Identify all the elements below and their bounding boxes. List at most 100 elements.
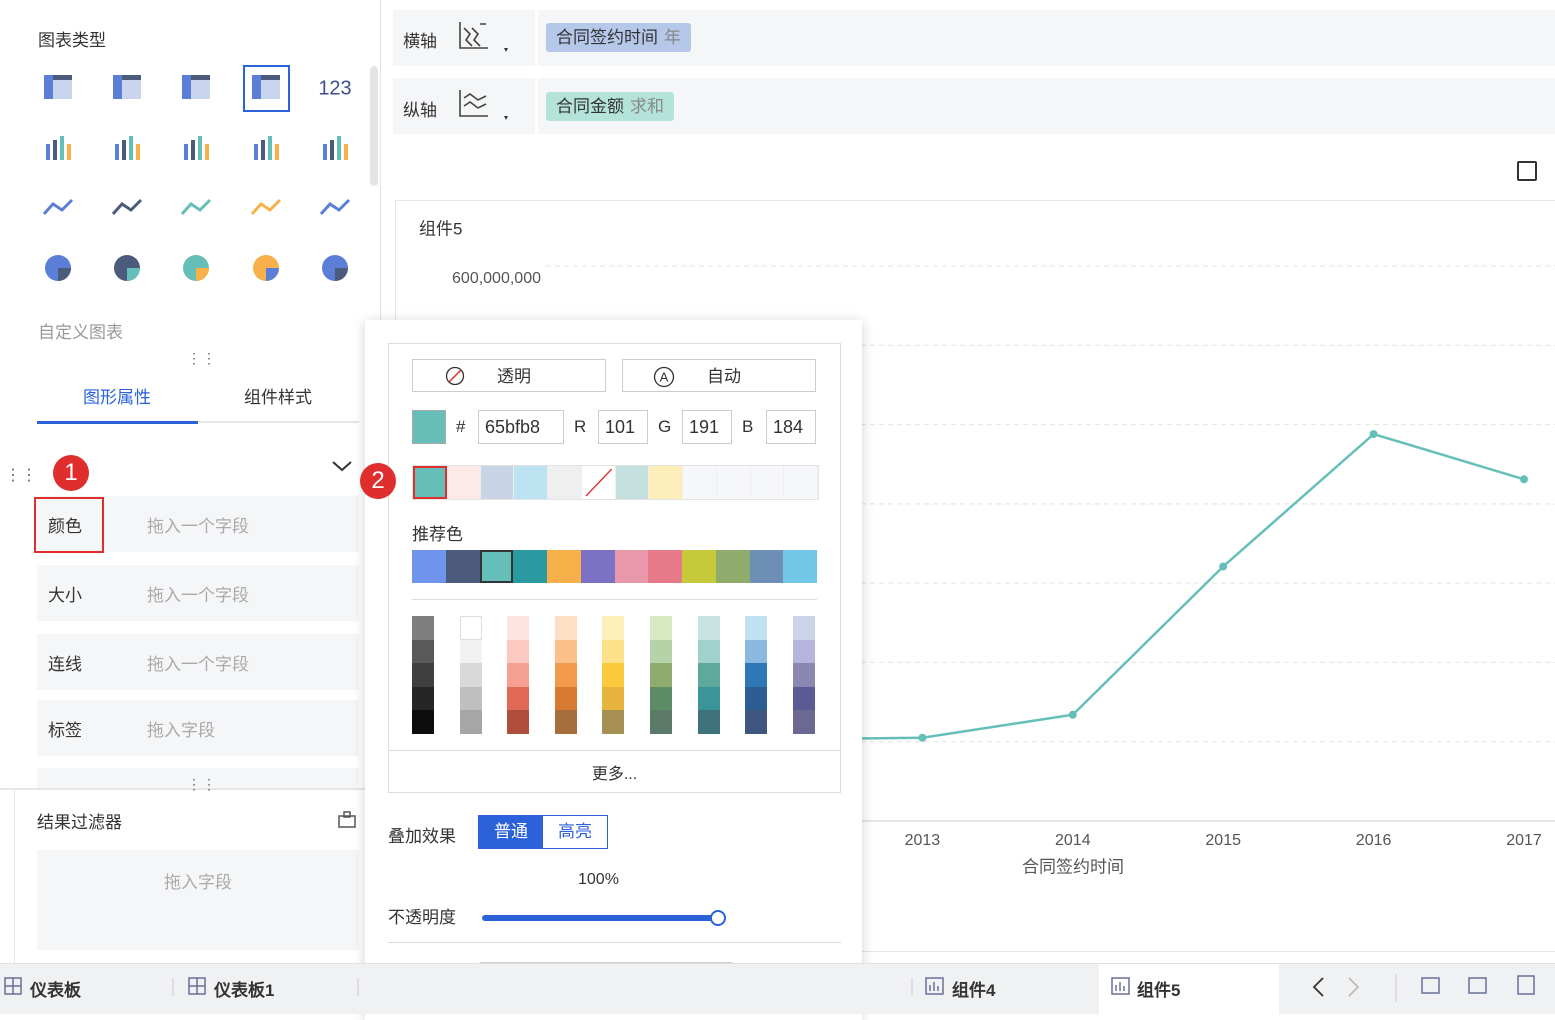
color-swatch[interactable] xyxy=(412,639,434,664)
color-swatch[interactable] xyxy=(412,663,434,687)
tab[interactable]: 组件5 xyxy=(1137,981,1181,1000)
color-swatch[interactable] xyxy=(459,639,482,664)
color-swatch[interactable] xyxy=(749,550,784,583)
tab-active[interactable]: 图形属性 xyxy=(83,388,151,407)
color-swatch[interactable] xyxy=(547,550,581,583)
axis-field-cell[interactable] xyxy=(538,78,1555,134)
color-swatch[interactable] xyxy=(649,466,683,499)
color-swatch[interactable] xyxy=(697,663,720,687)
axis-icon[interactable] xyxy=(456,20,516,60)
tab[interactable]: 组件样式 xyxy=(244,388,312,407)
color-swatch[interactable] xyxy=(697,686,720,711)
color-swatch[interactable] xyxy=(716,466,751,499)
color-swatch[interactable] xyxy=(507,663,530,687)
tab[interactable]: 仪表板1 xyxy=(214,981,275,1000)
color-swatch[interactable] xyxy=(554,639,577,664)
blend-option-active[interactable]: 普通 xyxy=(479,816,543,848)
color-swatch[interactable] xyxy=(554,686,577,711)
tab[interactable]: 仪表板 xyxy=(30,981,81,1000)
color-swatch[interactable] xyxy=(412,616,434,640)
collapse-chevron[interactable] xyxy=(330,458,354,474)
color-swatch[interactable] xyxy=(602,616,625,640)
rgb-input[interactable]: 191 xyxy=(682,410,732,444)
color-swatch[interactable] xyxy=(745,616,768,640)
color-swatch[interactable] xyxy=(446,466,481,499)
field-pill[interactable]: 合同金额 求和 xyxy=(546,92,674,121)
rgb-input[interactable]: 101 xyxy=(598,410,648,444)
color-swatch[interactable] xyxy=(513,550,547,583)
color-swatch[interactable] xyxy=(480,466,515,499)
color-swatch[interactable] xyxy=(507,710,530,734)
color-swatch[interactable] xyxy=(507,639,530,664)
color-swatch[interactable] xyxy=(650,616,672,640)
color-swatch[interactable] xyxy=(648,550,682,583)
color-swatch[interactable] xyxy=(650,663,672,687)
field-row[interactable]: 大小 拖入一个字段 xyxy=(37,565,359,621)
color-swatch[interactable] xyxy=(650,686,672,711)
color-swatch[interactable] xyxy=(792,710,815,734)
auto-button[interactable]: A 自动 xyxy=(622,359,816,392)
color-swatch[interactable] xyxy=(697,710,720,734)
color-swatch[interactable] xyxy=(715,550,750,583)
color-swatch[interactable] xyxy=(683,466,717,499)
filter-drop[interactable] xyxy=(37,850,359,950)
checkbox[interactable] xyxy=(1517,161,1537,181)
blend-option[interactable]: 高亮 xyxy=(558,822,592,841)
drag-handle[interactable]: ⋮⋮ xyxy=(5,467,37,484)
color-swatch[interactable] xyxy=(412,550,446,583)
color-swatch[interactable] xyxy=(602,710,625,734)
color-swatch[interactable] xyxy=(459,616,482,640)
color-swatch[interactable] xyxy=(745,710,768,734)
color-swatch[interactable] xyxy=(580,550,615,583)
color-swatch[interactable] xyxy=(792,686,815,711)
color-swatch[interactable] xyxy=(682,550,716,583)
drag-handle[interactable]: ⋮⋮ xyxy=(187,776,217,792)
color-swatch[interactable] xyxy=(745,686,768,711)
field-pill[interactable]: 合同签约时间年 xyxy=(546,23,691,52)
color-swatch[interactable] xyxy=(412,686,434,711)
color-swatch[interactable] xyxy=(459,663,482,687)
color-swatch[interactable] xyxy=(750,466,785,499)
color-swatch[interactable] xyxy=(459,686,482,711)
slider-thumb[interactable] xyxy=(710,910,726,926)
field-row[interactable]: 标签 拖入字段 xyxy=(37,700,359,756)
field-row[interactable]: 连线 拖入一个字段 xyxy=(37,634,359,690)
axis-icon[interactable] xyxy=(456,88,516,128)
color-swatch[interactable] xyxy=(413,466,447,499)
field-row[interactable]: 颜色 拖入一个字段 xyxy=(37,496,359,552)
drag-handle[interactable]: ⋮⋮ xyxy=(187,350,217,366)
color-swatch[interactable] xyxy=(614,550,649,583)
color-swatch[interactable] xyxy=(650,710,672,734)
color-swatch[interactable] xyxy=(554,616,577,640)
filter-icon[interactable] xyxy=(337,810,357,830)
color-swatch[interactable] xyxy=(615,466,650,499)
hex-input[interactable]: 65bfb8 xyxy=(478,410,564,444)
color-swatch[interactable] xyxy=(697,616,720,640)
color-swatch[interactable] xyxy=(581,466,616,499)
color-swatch[interactable] xyxy=(792,616,815,640)
color-swatch[interactable] xyxy=(548,466,582,499)
color-swatch[interactable] xyxy=(697,639,720,664)
color-swatch[interactable] xyxy=(784,466,818,499)
color-swatch[interactable] xyxy=(554,663,577,687)
color-swatch[interactable] xyxy=(507,616,530,640)
color-swatch[interactable] xyxy=(792,663,815,687)
tab[interactable]: 组件4 xyxy=(952,981,996,1000)
color-swatch[interactable] xyxy=(745,663,768,687)
color-swatch[interactable] xyxy=(459,710,482,734)
color-swatch[interactable] xyxy=(554,710,577,734)
color-swatch[interactable] xyxy=(514,466,548,499)
color-swatch[interactable] xyxy=(792,639,815,664)
color-swatch[interactable] xyxy=(602,639,625,664)
opacity-slider[interactable] xyxy=(482,915,718,921)
color-swatch[interactable] xyxy=(602,686,625,711)
custom-chart[interactable]: 自定义图表 xyxy=(38,323,123,342)
color-swatch[interactable] xyxy=(745,639,768,664)
color-swatch[interactable] xyxy=(479,550,514,583)
transparent-button[interactable]: 透明 xyxy=(412,359,606,392)
rgb-input[interactable]: 184 xyxy=(766,410,816,444)
color-swatch[interactable] xyxy=(650,639,672,664)
color-swatch[interactable] xyxy=(507,686,530,711)
color-swatch[interactable] xyxy=(602,663,625,687)
axis-field-cell[interactable] xyxy=(538,10,1555,66)
